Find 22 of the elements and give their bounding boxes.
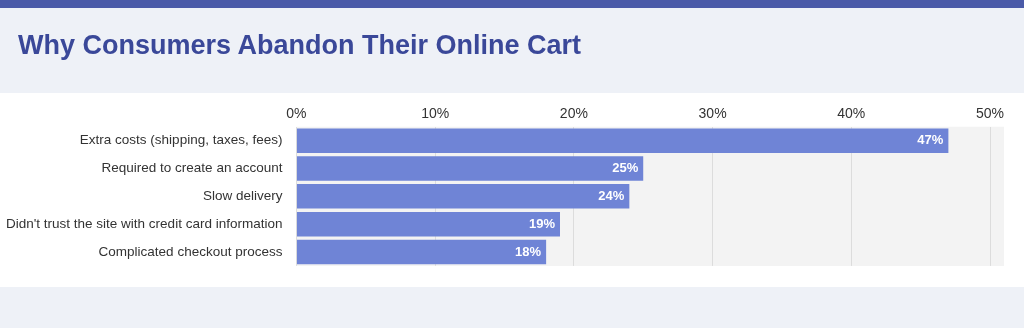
y-tick-label: Required to create an account	[101, 160, 283, 176]
x-tick-label: 0%	[286, 105, 307, 122]
y-tick-label: Didn't trust the site with credit card information	[5, 215, 283, 231]
bar	[296, 156, 644, 181]
data-label: 18%	[515, 243, 542, 259]
data-label: 19%	[528, 215, 556, 231]
data-label: 25%	[612, 160, 639, 176]
y-tick-label: Complicated checkout process	[98, 243, 283, 259]
x-tick-label: 20%	[559, 105, 588, 122]
data-label: 47%	[917, 132, 944, 148]
bar	[296, 184, 630, 209]
bar	[296, 128, 949, 153]
data-label: 24%	[598, 187, 625, 203]
y-tick-label: Extra costs (shipping, taxes, fees)	[79, 132, 283, 148]
x-tick-label: 30%	[698, 105, 727, 122]
x-tick-label: 10%	[421, 105, 450, 122]
y-tick-label: Slow delivery	[202, 188, 283, 204]
x-tick-label: 50%	[975, 105, 1005, 122]
x-tick-label: 40%	[837, 105, 866, 122]
chart-title: Why Consumers Abandon Their Online Cart	[18, 30, 582, 61]
bar	[296, 211, 560, 237]
bar	[296, 239, 547, 265]
